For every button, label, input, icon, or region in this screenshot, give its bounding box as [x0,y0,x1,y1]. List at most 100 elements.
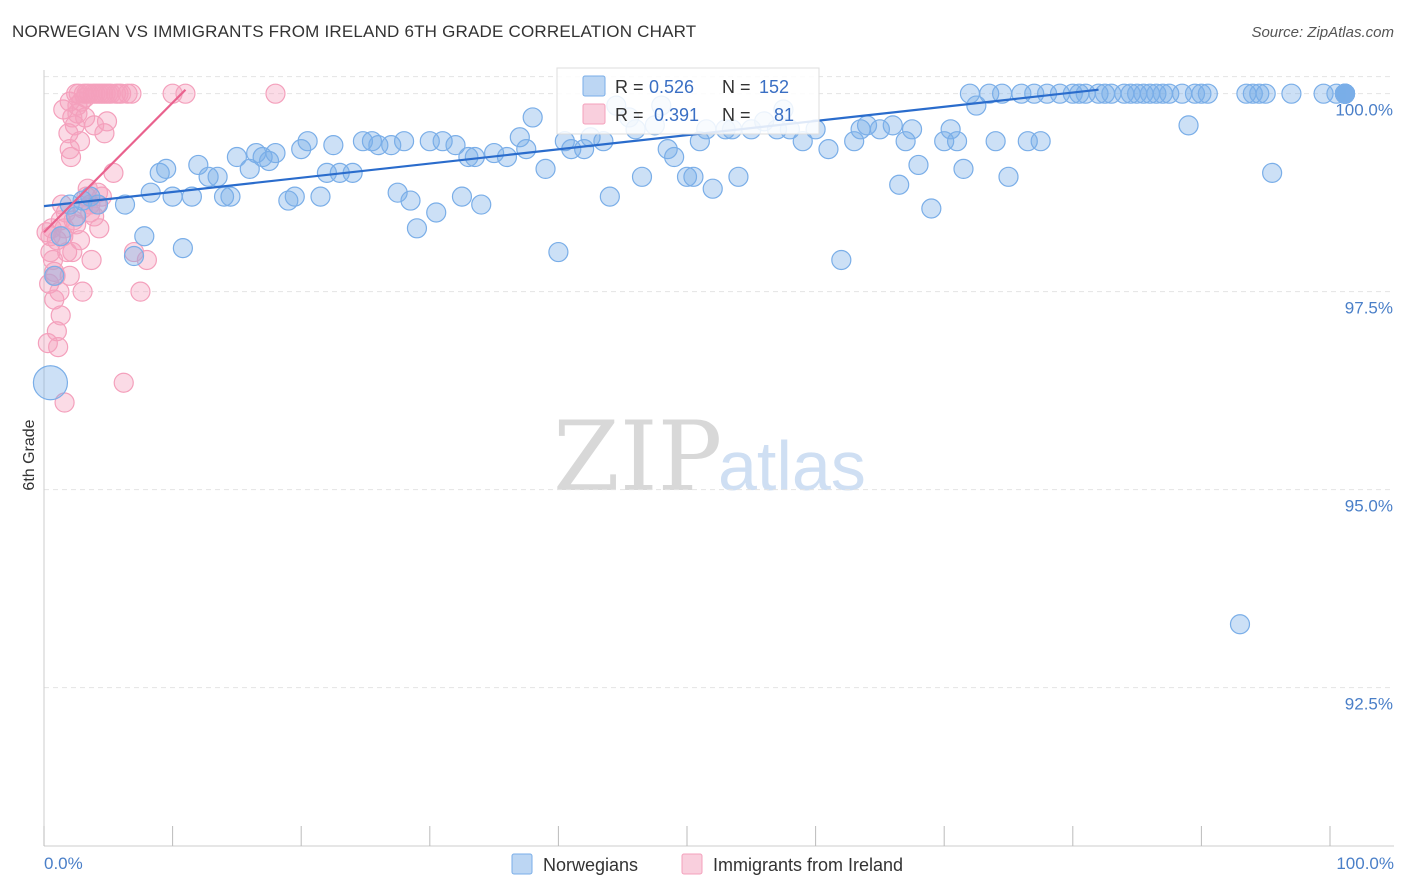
legend-swatch-ireland[interactable] [681,853,703,875]
point-norwegians-50 [458,146,479,168]
point-ireland-44 [94,123,115,144]
point-ireland-16 [58,123,79,144]
trend-line-norwegians [43,88,1099,208]
legend-label-norwegians[interactable]: Norwegians [543,855,638,875]
point-norwegians-30 [291,139,312,160]
point-norwegians-78 [702,178,723,199]
point-norwegians-89 [818,139,839,160]
point-norwegians-72 [657,139,678,160]
point-norwegians-140 [1262,162,1283,183]
point-ireland-48 [100,83,121,104]
point-norwegians-12 [149,162,170,183]
point-norwegians-29 [284,186,305,207]
legend-swatch-norwegians[interactable] [511,853,533,875]
point-norwegians-74 [676,166,698,187]
y-tick-label-0: 100.0% [1335,101,1393,120]
point-ireland-55 [121,83,142,104]
point-norwegians-44 [406,218,428,239]
point-norwegians-138 [1249,83,1270,104]
point-norwegians-90 [831,249,852,271]
point-norwegians-47 [432,131,453,152]
trend-lines [43,88,1099,234]
point-norwegians-22 [226,146,247,168]
stat-r-value-ireland: 0.391 [654,105,699,125]
point-ireland-34 [81,249,102,271]
point-norwegians-64 [593,131,614,152]
point-ireland-10 [50,305,71,326]
point-norwegians-134 [1191,83,1212,104]
point-norwegians-96 [889,174,910,195]
point-ireland-25 [69,131,91,152]
stats-swatch-norwegians [582,75,606,97]
watermark-atlas: atlas [718,427,866,505]
point-ireland-52 [111,83,132,104]
point-norwegians-143 [1326,83,1347,104]
point-norwegians-106 [966,95,987,116]
point-ireland-80 [75,87,96,108]
axes [43,70,1394,847]
point-ireland-8 [48,336,69,358]
point-norwegians-62 [574,139,595,160]
stat-r-label-ireland: R = [615,105,644,125]
point-ireland-57 [130,281,151,302]
x-tick-left: 0.0% [44,854,83,873]
watermark: ZIP atlas [553,401,866,513]
point-norwegians-141 [1281,83,1302,104]
stat-r-value-norwegians: 0.526 [649,77,694,97]
y-tick-labels: 100.0% 97.5% 95.0% 92.5% [1335,101,1393,714]
y-tick-label-1: 97.5% [1345,299,1393,318]
point-norwegians-135 [1197,83,1218,104]
point-ireland-58 [136,249,157,271]
point-norwegians-49 [451,186,473,207]
point-norwegians-94 [869,119,891,140]
y-tick-label-2: 95.0% [1345,497,1393,516]
point-norwegians-56 [516,139,537,160]
point-norwegians-25 [252,146,273,168]
point-norwegians-7 [87,194,109,215]
point-norwegians-10 [134,226,155,247]
point-norwegians-104 [953,158,974,180]
point-norwegians-9 [123,245,145,267]
point-ireland-49 [103,162,124,183]
point-norwegians-108 [985,131,1006,152]
point-norwegians-19 [207,166,228,187]
point-norwegians-48 [445,135,466,156]
point-norwegians-99 [908,154,929,176]
x-ticks [43,826,1331,846]
point-norwegians-46 [426,202,447,223]
y-axis-title: 6th Grade [21,419,38,490]
point-norwegians-1 [44,265,65,286]
point-norwegians-103 [946,131,968,152]
point-ireland-18 [60,146,82,168]
point-norwegians-40 [381,135,402,156]
point-ireland-71 [69,230,91,251]
watermark-zip: ZIP [553,401,722,513]
stat-n-value-norwegians: 152 [759,77,789,97]
point-norwegians-14 [162,186,183,207]
point-norwegians-27 [265,142,286,164]
point-norwegians-8 [114,194,136,215]
point-norwegians-34 [323,135,344,156]
point-norwegians-65 [599,186,620,207]
stat-r-label-norwegians: R = [615,77,644,97]
point-norwegians-57 [522,107,543,128]
point-norwegians-132 [1178,115,1199,136]
point-norwegians-100 [921,198,942,219]
legend-label-ireland[interactable]: Immigrants from Ireland [713,855,903,875]
point-ireland-17 [59,139,80,160]
point-norwegians-43 [400,190,421,211]
point-norwegians-32 [310,186,331,207]
point-ireland-75 [84,206,105,227]
point-norwegians-81 [728,166,749,187]
point-norwegians-15 [172,238,193,259]
point-norwegians-55 [509,127,530,148]
point-ireland-79 [67,95,88,116]
point-norwegians-91 [844,131,865,152]
point-ireland-61 [265,83,286,104]
point-norwegians-28 [278,190,299,211]
stat-n-label-norwegians: N = [722,77,751,97]
point-norwegians-16 [181,186,202,207]
point-norwegians-21 [220,186,241,207]
y-tick-label-3: 92.5% [1345,695,1393,714]
point-ireland-46 [96,111,118,132]
